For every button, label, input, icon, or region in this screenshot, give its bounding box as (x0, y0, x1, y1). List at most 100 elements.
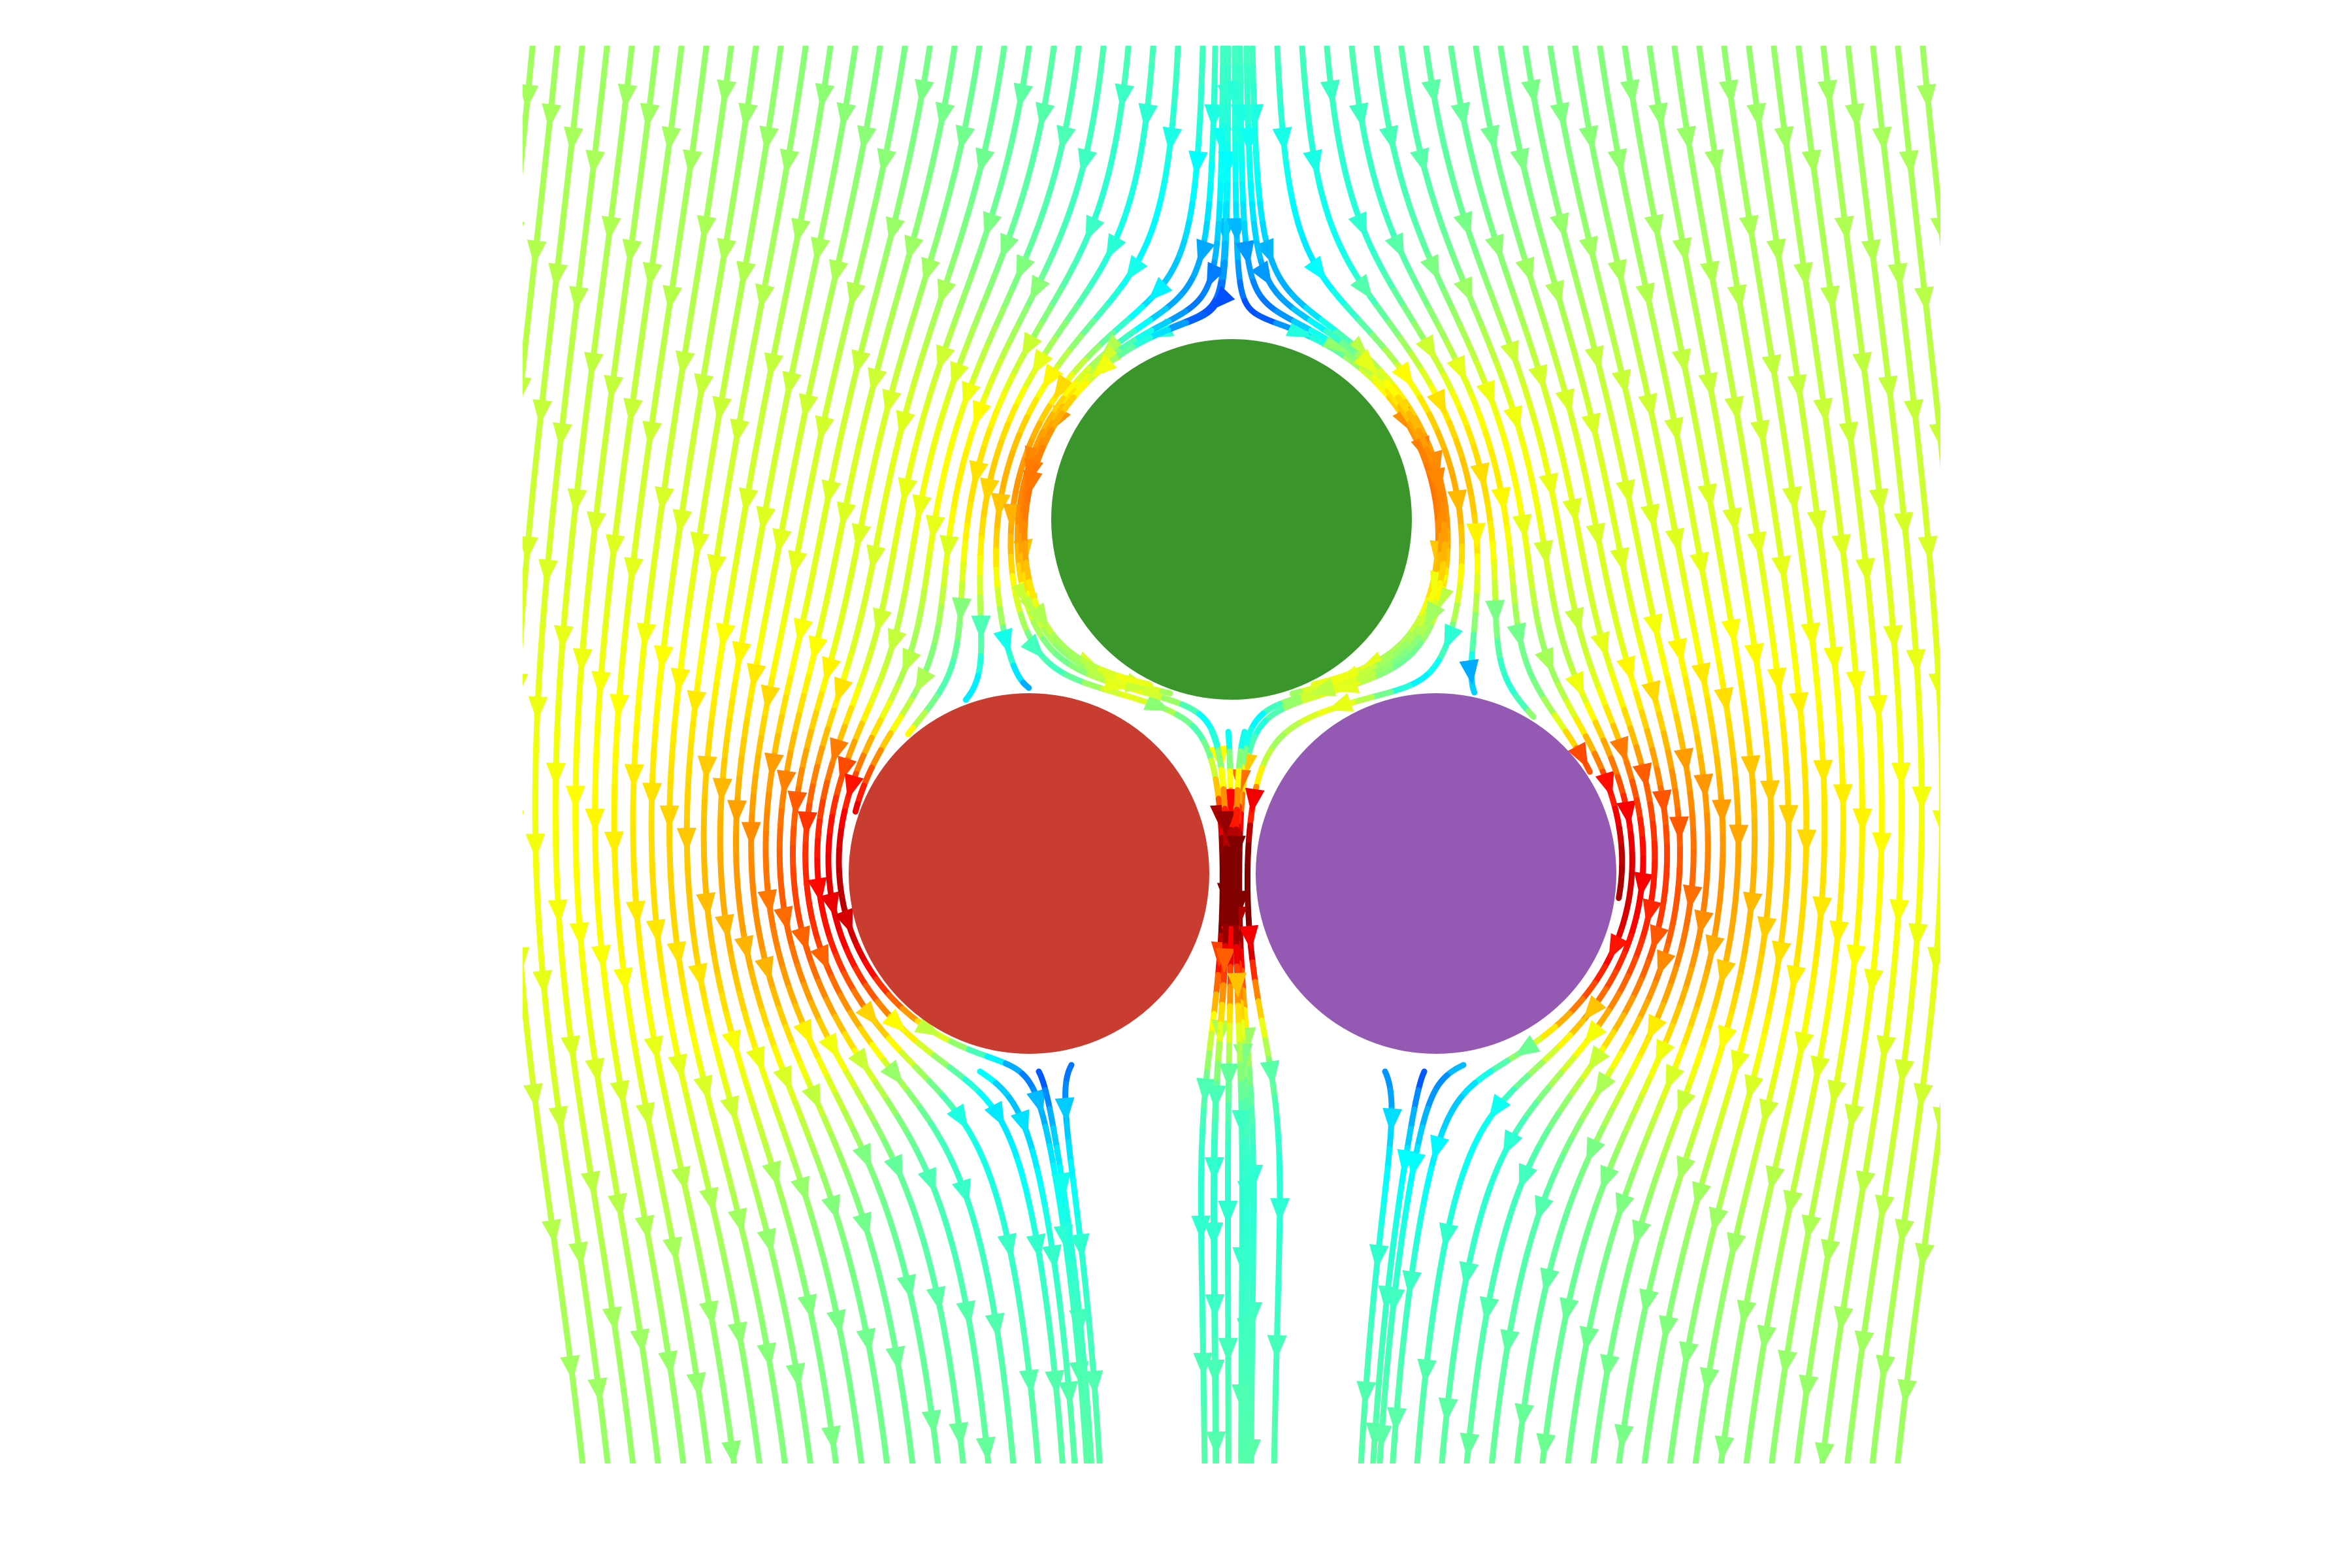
streamline-segment (1883, 161, 1891, 187)
streamline-arrowhead (728, 1321, 747, 1348)
streamline-segment (1701, 82, 1710, 108)
streamline-segment (1394, 159, 1405, 185)
streamline-arrowhead (822, 656, 841, 683)
streamline-segment (1199, 46, 1206, 70)
streamline-segment (1533, 1085, 1552, 1106)
streamline-arrowhead (820, 891, 840, 918)
streamline-segment (775, 46, 784, 70)
streamline-segment (1729, 102, 1738, 128)
streamline-segment (1859, 530, 1868, 555)
streamline-segment (1798, 1249, 1808, 1275)
streamline-segment (1641, 160, 1651, 186)
streamline-segment (696, 238, 706, 263)
streamline-segment (1714, 755, 1722, 781)
streamline-segment (743, 697, 753, 723)
streamline-segment (931, 623, 941, 649)
streamline-arrowhead (935, 101, 955, 128)
streamline-segment (1667, 504, 1678, 530)
streamline-arrowhead (1235, 240, 1254, 267)
streamline-segment (1784, 451, 1793, 476)
streamline-segment (1467, 235, 1480, 259)
streamline-segment (902, 571, 911, 597)
streamline-segment (964, 502, 973, 529)
streamline-segment (1058, 394, 1077, 416)
streamline-segment (1488, 289, 1501, 314)
streamline-segment (1363, 1360, 1371, 1386)
streamline-segment (752, 429, 762, 455)
streamline-segment (868, 198, 879, 223)
streamline-segment (926, 1077, 945, 1098)
streamline-segment (947, 507, 956, 532)
streamline-segment (1761, 720, 1770, 746)
streamline-segment (853, 613, 864, 639)
streamline-segment (832, 540, 841, 565)
streamline-segment (1190, 723, 1207, 745)
streamline-arrowhead (542, 103, 562, 129)
streamline-segment (560, 1136, 569, 1162)
streamline-segment (874, 46, 883, 70)
streamline-segment (1023, 559, 1033, 585)
streamline-segment (1249, 201, 1257, 227)
streamline-segment (1834, 161, 1843, 186)
streamline-arrowhead (587, 511, 606, 537)
streamline-segment (1171, 83, 1179, 109)
streamline-segment (1637, 817, 1646, 842)
streamline-arrowhead (1778, 1349, 1797, 1376)
streamline-segment (858, 331, 869, 356)
streamline-segment (1556, 1094, 1573, 1117)
streamline-segment (657, 957, 666, 983)
streamline-segment (1183, 312, 1207, 326)
streamline-segment (631, 199, 640, 225)
streamline-segment (1708, 1339, 1718, 1365)
streamline-segment (1258, 1017, 1269, 1043)
streamline-segment (1200, 1108, 1207, 1134)
streamline-arrowhead (1105, 233, 1126, 260)
streamline-segment (1039, 427, 1055, 451)
streamline-segment (1735, 546, 1745, 571)
streamline-segment (1605, 1227, 1617, 1252)
streamline-segment (1864, 1291, 1873, 1316)
streamline-segment (687, 1111, 698, 1136)
streamline-segment (634, 510, 643, 535)
streamline-segment (924, 549, 933, 575)
streamline-segment (564, 569, 572, 595)
streamline-segment (1625, 955, 1639, 979)
streamline-arrowhead (1831, 534, 1851, 560)
streamline-arrowhead (883, 1154, 903, 1181)
streamline-segment (864, 102, 874, 127)
streamline-arrowhead (1833, 784, 1853, 809)
streamline-segment (1410, 1243, 1419, 1268)
streamline-segment (843, 1247, 855, 1273)
streamline-segment (848, 687, 861, 711)
streamline-segment (1038, 1186, 1049, 1211)
streamline-segment (1629, 778, 1640, 804)
streamline-segment (745, 83, 754, 108)
streamline-segment (700, 1422, 710, 1448)
streamline-segment (1895, 46, 1903, 70)
streamline-segment (1439, 1110, 1454, 1134)
streamline-segment (1733, 1342, 1742, 1367)
streamline-arrowhead (984, 1100, 1005, 1128)
streamline-segment (1801, 761, 1808, 787)
streamline-segment (576, 686, 583, 712)
streamline-segment (1577, 293, 1589, 318)
streamline-segment (684, 315, 694, 341)
streamline-segment (1240, 201, 1247, 227)
streamline-segment (816, 1017, 832, 1041)
streamline-segment (1582, 733, 1598, 757)
streamline-segment (696, 1149, 708, 1175)
streamline-segment (1386, 1318, 1395, 1344)
streamline-segment (1296, 693, 1321, 705)
streamline-segment (772, 1396, 782, 1422)
streamline-arrowhead (1232, 1247, 1252, 1272)
streamline-segment (1893, 1097, 1903, 1123)
streamline-segment (536, 200, 544, 225)
streamline-segment (1172, 63, 1180, 90)
streamline-segment (1501, 380, 1514, 405)
streamline-arrowhead (1030, 274, 1050, 302)
streamline-segment (762, 486, 772, 512)
streamline-segment (1850, 83, 1858, 108)
streamline-segment (1593, 1423, 1602, 1449)
streamline-arrowhead (1021, 633, 1045, 659)
streamline-segment (1592, 613, 1604, 638)
